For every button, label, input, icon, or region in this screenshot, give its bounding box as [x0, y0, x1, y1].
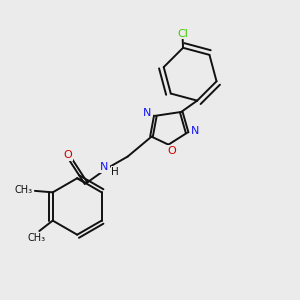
Text: CH₃: CH₃: [27, 233, 45, 243]
Text: N: N: [100, 162, 109, 172]
Text: H: H: [111, 167, 119, 177]
Text: N: N: [143, 108, 151, 118]
Text: O: O: [63, 150, 72, 160]
Text: O: O: [168, 146, 176, 156]
Text: CH₃: CH₃: [14, 185, 33, 195]
Text: N: N: [191, 126, 200, 136]
Text: Cl: Cl: [178, 28, 188, 38]
